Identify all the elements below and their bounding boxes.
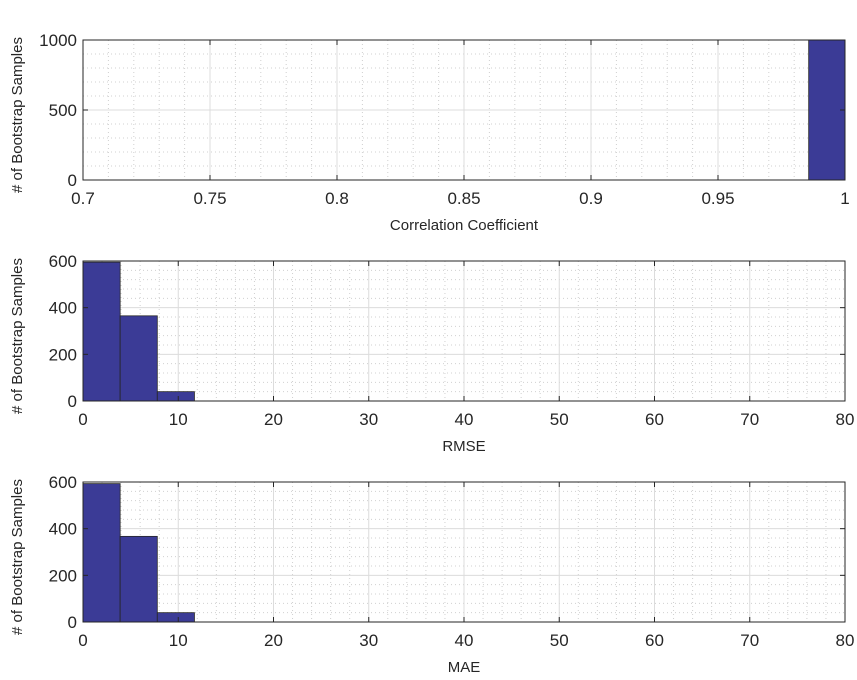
x-tick-label: 80	[836, 410, 855, 429]
y-tick-label: 600	[49, 252, 77, 271]
x-tick-label: 80	[836, 631, 855, 650]
x-tick-label: 30	[359, 631, 378, 650]
x-axis-label-3: MAE	[448, 659, 481, 675]
x-tick-label: 1	[840, 189, 849, 208]
y-tick-label: 0	[68, 613, 77, 632]
y-tick-label: 500	[49, 101, 77, 120]
histogram-bar-3-1	[82, 483, 121, 623]
x-tick-label: 30	[359, 410, 378, 429]
x-axis-label-1: Correlation Coefficient	[390, 217, 539, 234]
subplot-1: 0.7 0.75 0.8 0.85 0.9 0.95 1 0 500 1000 Correlatio…	[9, 31, 850, 234]
y-tick-label: 200	[49, 566, 77, 585]
histogram-bar-3-3	[156, 612, 195, 623]
histogram-bar-1-1	[808, 39, 846, 181]
x-tick-label: 70	[740, 410, 759, 429]
y-tick-label: 1000	[39, 31, 77, 50]
histogram-bar-3-2	[119, 535, 158, 623]
x-tick-label: 10	[169, 631, 188, 650]
y-tick-label: 400	[49, 520, 77, 539]
y-tick-label: 600	[49, 473, 77, 492]
subplot-3: 0 10 20 30 40 50 60 70 80 0 200 400 600 MAE # of Boots…	[9, 473, 855, 676]
x-tick-label: 0.95	[701, 189, 734, 208]
y-tick-label: 200	[49, 345, 77, 364]
x-tick-label: 0.7	[71, 189, 95, 208]
x-tick-label: 0	[78, 631, 87, 650]
subplot-2: 0 10 20 30 40 50 60 70 80 0 200 400 600 RMSE # of Boot…	[9, 252, 854, 455]
x-tick-label: 60	[645, 410, 664, 429]
x-tick-label: 0.85	[447, 189, 480, 208]
x-tick-label: 60	[645, 631, 664, 650]
x-tick-label: 10	[169, 410, 188, 429]
x-tick-label: 0.8	[325, 189, 349, 208]
x-tick-label: 20	[264, 631, 283, 650]
x-tick-label: 0.9	[579, 189, 603, 208]
x-tick-label: 0	[78, 410, 87, 429]
y-axis-label-2: # of Bootstrap Samples	[9, 258, 26, 414]
y-axis-label-3: # of Bootstrap Samples	[9, 479, 26, 635]
histogram-bar-2-1	[82, 261, 121, 402]
histogram-bar-2-3	[156, 391, 195, 402]
y-tick-label: 0	[68, 392, 77, 411]
x-tick-label: 40	[455, 410, 474, 429]
x-tick-label: 50	[550, 631, 569, 650]
x-tick-label: 50	[550, 410, 569, 429]
x-tick-label: 40	[455, 631, 474, 650]
y-tick-label: 400	[49, 299, 77, 318]
histogram-bar-2-2	[119, 315, 158, 402]
x-axis-label-2: RMSE	[442, 438, 485, 455]
x-tick-label: 20	[264, 410, 283, 429]
x-tick-label: 0.75	[193, 189, 226, 208]
y-axis-label-1: # of Bootstrap Samples	[9, 37, 26, 193]
x-tick-label: 70	[740, 631, 759, 650]
y-tick-label: 0	[68, 171, 77, 190]
